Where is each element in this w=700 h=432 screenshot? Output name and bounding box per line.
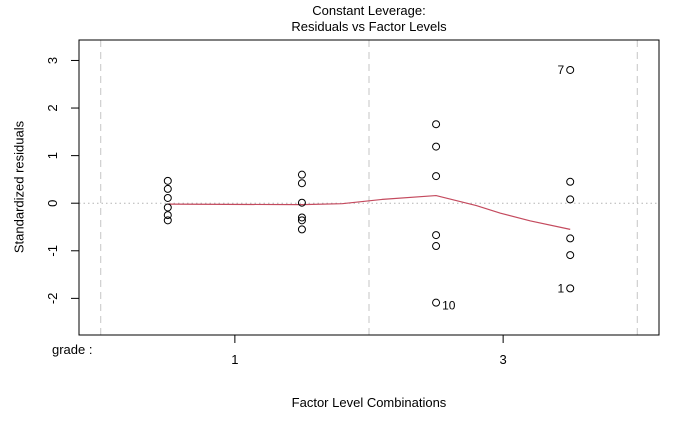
- chart-title-line1: Constant Leverage:: [312, 3, 426, 18]
- data-point: [566, 284, 575, 293]
- plot-box: [78, 39, 660, 336]
- data-point: [566, 195, 575, 204]
- data-point: [432, 242, 441, 251]
- x-axis-tick-label: 3: [500, 352, 507, 367]
- y-axis-tick-label: 0: [45, 200, 60, 207]
- data-point: [297, 170, 306, 179]
- data-point: [297, 216, 306, 225]
- y-axis-tick-label: -2: [45, 293, 60, 305]
- x-axis-tick-label: 1: [231, 352, 238, 367]
- smooth-line: [167, 194, 571, 230]
- data-point: [163, 203, 172, 212]
- data-point: [163, 193, 172, 202]
- data-point: [566, 251, 575, 260]
- data-point: [432, 172, 441, 181]
- data-point: [432, 298, 441, 307]
- data-point: [297, 198, 306, 207]
- data-point: [432, 142, 441, 151]
- y-axis-tick-label: 2: [45, 104, 60, 111]
- point-label: 7: [558, 63, 565, 77]
- data-point: [566, 177, 575, 186]
- data-point: [566, 234, 575, 243]
- y-axis-tick-label: 3: [45, 57, 60, 64]
- chart-title-line2: Residuals vs Factor Levels: [291, 19, 447, 34]
- data-point: [163, 176, 172, 185]
- data-point: [163, 184, 172, 193]
- data-point: [432, 120, 441, 129]
- data-point: [297, 179, 306, 188]
- y-axis-tick-label: 1: [45, 152, 60, 159]
- data-point: [432, 231, 441, 240]
- data-point: [163, 216, 172, 225]
- factor-name-label: grade :: [52, 342, 93, 357]
- x-axis-label: Factor Level Combinations: [291, 395, 447, 410]
- data-point: [297, 225, 306, 234]
- point-label: 10: [442, 299, 456, 313]
- point-label: 1: [558, 281, 565, 295]
- data-point: [566, 65, 575, 74]
- data-point: [297, 213, 306, 222]
- data-point: [163, 211, 172, 220]
- y-axis-tick-label: -1: [45, 245, 60, 257]
